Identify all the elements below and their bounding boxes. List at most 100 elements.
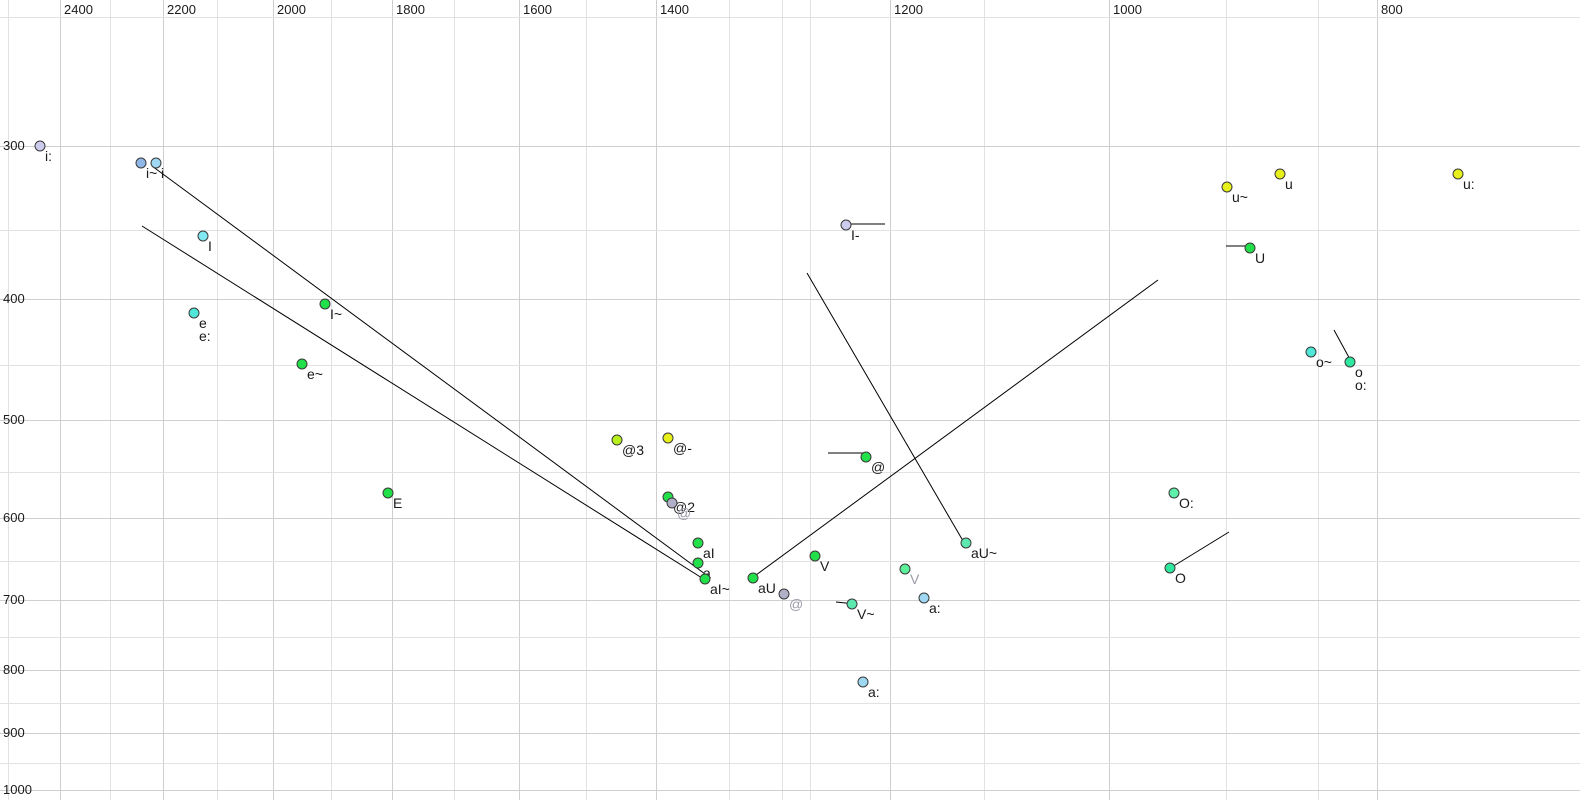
x-gridline-minor <box>782 0 783 800</box>
vowel-label: @- <box>673 440 692 456</box>
vowel-label: a <box>703 566 711 580</box>
vowel-data-point[interactable] <box>899 563 911 575</box>
vowel-label: i~ <box>146 165 158 181</box>
y-gridline-major <box>0 600 1580 601</box>
vowel-data-point[interactable] <box>860 451 872 463</box>
y-gridline-minor <box>0 637 1580 638</box>
y-tick-label: 300 <box>3 138 25 153</box>
vowel-label: i <box>161 165 165 181</box>
vowel-data-point[interactable] <box>809 550 821 562</box>
x-gridline-major <box>392 0 393 800</box>
vowel-data-point[interactable] <box>382 487 394 499</box>
x-gridline-minor <box>331 0 332 800</box>
vowel-label: e: <box>199 328 211 344</box>
vowel-data-point[interactable] <box>150 157 162 169</box>
vowel-data-point[interactable] <box>960 537 972 549</box>
vowel-data-point[interactable] <box>319 298 331 310</box>
vowel-data-point[interactable] <box>1305 346 1317 358</box>
y-gridline-major <box>0 670 1580 671</box>
x-tick-label: 1800 <box>396 2 425 17</box>
y-gridline-major <box>0 733 1580 734</box>
y-gridline-major <box>0 790 1580 791</box>
x-gridline-major <box>60 0 61 800</box>
vowel-data-point[interactable] <box>1168 487 1180 499</box>
trajectory-line <box>141 225 703 579</box>
x-gridline-minor <box>810 0 811 800</box>
vowel-data-point[interactable] <box>778 588 790 600</box>
vowel-data-point[interactable] <box>846 598 858 610</box>
y-tick-label: 400 <box>3 291 25 306</box>
x-gridline-minor <box>1318 0 1319 800</box>
x-tick-label: 800 <box>1381 2 1403 17</box>
vowel-data-point[interactable] <box>699 573 711 585</box>
vowel-data-point[interactable] <box>1452 168 1464 180</box>
vowel-label: aU~ <box>971 545 998 561</box>
vowel-label: U <box>1255 250 1266 266</box>
vowel-data-point[interactable] <box>611 434 623 446</box>
vowel-label: I~ <box>330 306 343 322</box>
vowel-label: o: <box>1355 377 1367 393</box>
y-gridline-minor <box>0 230 1580 231</box>
vowel-label: @ <box>789 596 804 612</box>
x-gridline-minor <box>586 0 587 800</box>
x-gridline-major <box>163 0 164 800</box>
y-gridline-major <box>0 146 1580 147</box>
vowel-label: I <box>208 238 212 254</box>
vowel-data-point[interactable] <box>666 497 678 509</box>
vowel-data-point[interactable] <box>1244 242 1256 254</box>
vowel-data-point[interactable] <box>296 358 308 370</box>
trajectory-line <box>806 272 967 547</box>
x-gridline-major <box>519 0 520 800</box>
vowel-data-point[interactable] <box>747 572 759 584</box>
vowel-data-point[interactable] <box>34 140 46 152</box>
x-gridline-minor <box>729 0 730 800</box>
vowel-label: V~ <box>857 606 875 622</box>
vowel-label: i: <box>45 148 52 164</box>
y-gridline-minor <box>0 472 1580 473</box>
x-tick-label: 2400 <box>64 2 93 17</box>
trajectory-line <box>751 279 1159 579</box>
vowel-label: u <box>1285 176 1293 192</box>
vowel-data-point[interactable] <box>1164 562 1176 574</box>
vowel-label: E <box>393 495 403 511</box>
vowel-label: e <box>199 315 207 331</box>
vowel-data-point[interactable] <box>918 592 930 604</box>
x-gridline-major <box>273 0 274 800</box>
y-tick-label: 1000 <box>3 782 32 797</box>
vowel-data-point[interactable] <box>857 676 869 688</box>
vowel-label: @2 <box>673 499 695 515</box>
x-tick-label: 2200 <box>167 2 196 17</box>
x-gridline-minor <box>454 0 455 800</box>
vowel-label: V <box>820 558 830 574</box>
vowel-label: o <box>1355 364 1363 380</box>
y-gridline-minor <box>0 17 1580 18</box>
vowel-label: O: <box>1179 495 1194 511</box>
vowel-data-point[interactable] <box>1221 181 1233 193</box>
vowel-data-point[interactable] <box>662 432 674 444</box>
vowel-data-point[interactable] <box>197 230 209 242</box>
vowel-data-point[interactable] <box>840 219 852 231</box>
vowel-label: V <box>910 571 920 587</box>
x-tick-label: 2000 <box>277 2 306 17</box>
vowel-data-point[interactable] <box>692 537 704 549</box>
x-tick-label: 1400 <box>660 2 689 17</box>
vowel-label: u~ <box>1232 189 1248 205</box>
vowel-label: a: <box>929 600 941 616</box>
vowel-label: e~ <box>307 366 323 382</box>
vowel-data-point[interactable] <box>1274 168 1286 180</box>
vowel-label: I- <box>851 227 860 243</box>
y-gridline-major <box>0 420 1580 421</box>
y-tick-label: 500 <box>3 412 25 427</box>
vowel-data-point[interactable] <box>1344 356 1356 368</box>
vowel-label: @ <box>871 459 886 475</box>
x-gridline-minor <box>1226 0 1227 800</box>
vowel-data-point[interactable] <box>188 307 200 319</box>
y-tick-label: 900 <box>3 725 25 740</box>
vowel-data-point[interactable] <box>135 157 147 169</box>
vowel-label: a: <box>868 684 880 700</box>
x-gridline-major <box>890 0 891 800</box>
y-tick-label: 800 <box>3 662 25 677</box>
y-gridline-minor <box>0 703 1580 704</box>
vowel-data-point[interactable] <box>692 557 704 569</box>
